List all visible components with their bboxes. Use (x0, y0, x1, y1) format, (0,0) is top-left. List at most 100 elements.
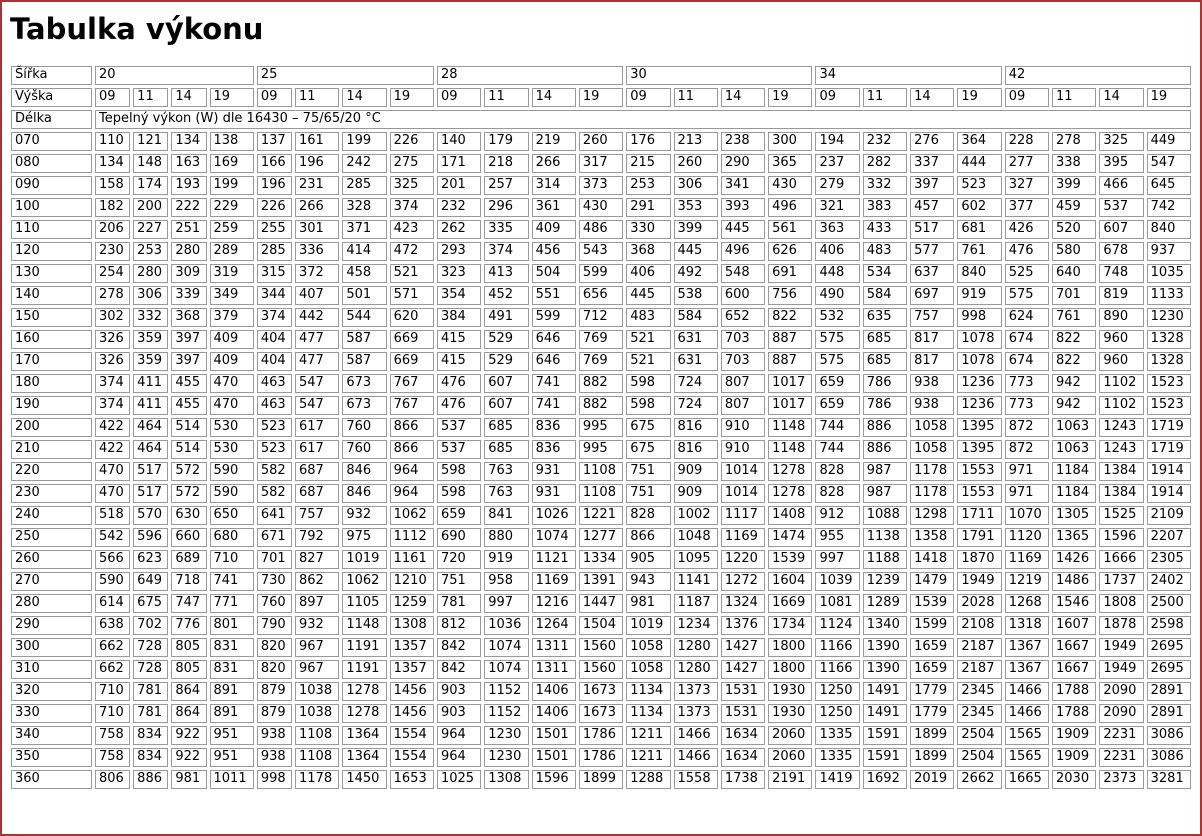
length-cell: 300 (11, 638, 92, 657)
value-cell: 399 (1052, 176, 1097, 195)
value-cell: 751 (626, 484, 671, 503)
value-cell: 1268 (1004, 594, 1049, 613)
table-row: 300 662 728 805 831 820 967 1191 1357 842 1074 1311… (11, 638, 1191, 657)
value-cell: 1014 (720, 484, 766, 503)
value-cell: 1152 (484, 682, 529, 701)
value-cell: 459 (1052, 198, 1097, 217)
value-cell: 158 (95, 176, 131, 195)
value-cell: 337 (910, 154, 955, 173)
value-cell: 2028 (957, 594, 1002, 613)
value-cell: 1909 (1052, 726, 1097, 745)
value-cell: 1311 (531, 660, 576, 679)
value-cell: 215 (626, 154, 671, 173)
value-cell: 1210 (389, 572, 434, 591)
value-cell: 955 (815, 528, 860, 547)
value-cell: 1250 (815, 682, 860, 701)
value-cell: 359 (133, 352, 169, 371)
value-cell: 1278 (342, 682, 387, 701)
value-cell: 919 (957, 286, 1002, 305)
value-cell: 1230 (484, 748, 529, 767)
value-cell: 685 (862, 330, 908, 349)
length-cell: 100 (11, 198, 92, 217)
height-header-cell: 11 (133, 88, 169, 107)
value-cell: 548 (720, 264, 766, 283)
value-cell: 2305 (1146, 550, 1191, 569)
value-cell: 543 (578, 242, 624, 261)
value-cell: 206 (95, 220, 131, 239)
value-cell: 444 (957, 154, 1002, 173)
value-cell: 1152 (484, 704, 529, 723)
value-cell: 300 (768, 132, 813, 151)
value-cell: 2191 (768, 770, 813, 789)
height-header-cell: 11 (1052, 88, 1097, 107)
value-cell: 457 (910, 198, 955, 217)
value-cell: 1108 (295, 726, 340, 745)
value-cell: 820 (256, 638, 292, 657)
value-cell: 1367 (1004, 638, 1049, 657)
value-cell: 332 (133, 308, 169, 327)
value-cell: 1038 (295, 682, 340, 701)
value-cell: 817 (910, 330, 955, 349)
value-cell: 222 (171, 198, 207, 217)
value-cell: 1078 (957, 330, 1002, 349)
value-cell: 673 (342, 374, 387, 393)
value-cell: 301 (295, 220, 340, 239)
length-cell: 090 (11, 176, 92, 195)
value-cell: 756 (768, 286, 813, 305)
value-cell: 2891 (1146, 682, 1191, 701)
height-header-cell: 14 (531, 88, 576, 107)
value-cell: 931 (531, 462, 576, 481)
table-row: 360 806 886 981 1011 998 1178 1450 1653 1025 1308 1… (11, 770, 1191, 789)
value-cell: 641 (256, 506, 292, 525)
width-header-cell: 25 (256, 66, 434, 85)
value-cell: 781 (133, 704, 169, 723)
value-cell: 2187 (957, 638, 1002, 657)
value-cell: 377 (1004, 198, 1049, 217)
value-cell: 374 (95, 396, 131, 415)
value-cell: 1058 (910, 418, 955, 437)
height-header-cell: 09 (815, 88, 860, 107)
value-cell: 1474 (768, 528, 813, 547)
value-cell: 445 (673, 242, 718, 261)
value-cell: 397 (910, 176, 955, 195)
value-cell: 981 (626, 594, 671, 613)
value-cell: 1659 (910, 638, 955, 657)
value-cell: 1108 (295, 748, 340, 767)
value-cell: 1308 (389, 616, 434, 635)
value-cell: 1364 (342, 726, 387, 745)
value-cell: 251 (171, 220, 207, 239)
value-cell: 816 (673, 418, 718, 437)
value-cell: 1447 (578, 594, 624, 613)
value-cell: 1102 (1099, 374, 1144, 393)
value-cell: 631 (673, 352, 718, 371)
value-cell: 1278 (768, 462, 813, 481)
table-row: 210 422 464 514 530 523 617 760 866 537 685 836 995 6… (11, 440, 1191, 459)
value-cell: 1450 (342, 770, 387, 789)
value-cell: 596 (133, 528, 169, 547)
table-row: 230 470 517 572 590 582 687 846 964 598 763 931 1108… (11, 484, 1191, 503)
value-cell: 466 (1099, 176, 1144, 195)
value-cell: 397 (171, 330, 207, 349)
value-cell: 607 (1099, 220, 1144, 239)
note-row: Délka Tepelný výkon (W) dle 16430 – 75/65… (11, 110, 1191, 129)
value-cell: 140 (436, 132, 482, 151)
value-cell: 1025 (436, 770, 482, 789)
table-row: 110 206 227 251 259 255 301 371 423 262 335 409 486 3… (11, 220, 1191, 239)
value-cell: 1479 (910, 572, 955, 591)
value-cell: 1523 (1146, 396, 1191, 415)
value-cell: 763 (484, 462, 529, 481)
value-cell: 620 (389, 308, 434, 327)
value-cell: 1914 (1146, 462, 1191, 481)
value-cell: 801 (209, 616, 254, 635)
length-cell: 080 (11, 154, 92, 173)
value-cell: 266 (531, 154, 576, 173)
table-row: 070 110 121 134 138 137 161 199 226 140 179 219 260 1… (11, 132, 1191, 151)
value-cell: 575 (815, 352, 860, 371)
value-cell: 501 (342, 286, 387, 305)
value-cell: 575 (1004, 286, 1049, 305)
table-row: 240 518 570 630 650 641 757 932 1062 659 841 1026 12… (11, 506, 1191, 525)
table-row: 160 326 359 397 409 404 477 587 669 415 529 646 769 5… (11, 330, 1191, 349)
value-cell: 291 (626, 198, 671, 217)
value-cell: 1539 (768, 550, 813, 569)
value-cell: 971 (1004, 484, 1049, 503)
